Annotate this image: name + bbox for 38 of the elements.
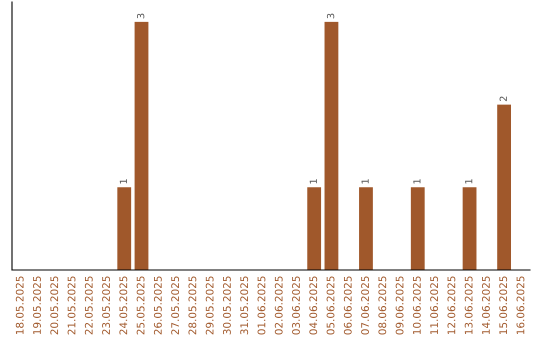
- x-tick-label: 03.06.2025: [292, 276, 300, 335]
- data-label: 1: [120, 179, 127, 184]
- x-tick-label: 31.05.2025: [240, 276, 248, 334]
- x-tick-label: 11.06.2025: [430, 276, 438, 334]
- data-label: 1: [465, 179, 472, 184]
- x-tick-label: 22.05.2025: [84, 276, 93, 334]
- x-tick-label: 29.05.2025: [206, 276, 214, 334]
- data-label: 3: [136, 14, 144, 18]
- x-tick-label: 05.06.2025: [326, 276, 334, 335]
- x-tick-label: 10.06.2025: [412, 276, 421, 334]
- x-tick-label: 16.06.2025: [516, 276, 524, 334]
- x-tick-label: 18.05.2025: [16, 276, 24, 334]
- x-tick-label: 23.05.2025: [102, 276, 110, 334]
- x-tick-label: 15.06.2025: [499, 276, 508, 334]
- data-label: 1: [413, 179, 420, 184]
- x-tick-label: 30.05.2025: [222, 276, 231, 334]
- x-tick-label: 27.05.2025: [171, 276, 180, 334]
- x-tick-label: 09.06.2025: [396, 276, 404, 335]
- x-tick-label: 25.05.2025: [136, 276, 145, 334]
- x-tick-label: 06.06.2025: [344, 276, 352, 335]
- data-label: 1: [362, 179, 369, 184]
- x-tick-label: 02.06.2025: [274, 276, 283, 335]
- data-label: 2: [500, 96, 507, 102]
- x-tick-label: 08.06.2025: [378, 276, 386, 335]
- x-tick-label: 26.05.2025: [154, 276, 162, 334]
- x-tick-label: 13.06.2025: [464, 276, 473, 334]
- x-tick-label: 19.05.2025: [33, 276, 41, 334]
- x-tick-label: 20.05.2025: [50, 276, 58, 334]
- x-tick-label: 01.06.2025: [258, 276, 266, 335]
- x-tick-label: 14.06.2025: [482, 276, 490, 334]
- data-label: 1: [310, 179, 317, 184]
- x-tick-label: 04.06.2025: [309, 276, 318, 335]
- x-tick-label: 28.05.2025: [188, 276, 196, 334]
- data-label: 3: [326, 14, 334, 18]
- x-tick-label: 12.06.2025: [447, 276, 456, 334]
- x-tick-label: 24.05.2025: [119, 276, 128, 334]
- x-tick-label: 21.05.2025: [68, 276, 76, 334]
- x-tick-label: 07.06.2025: [361, 276, 369, 335]
